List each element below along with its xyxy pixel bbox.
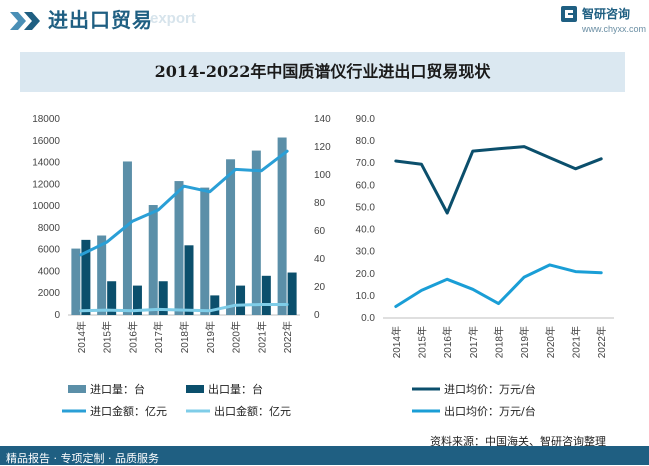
- right-chart-y-tick-label: 50.0: [356, 202, 376, 213]
- right-chart-y-tick-label: 40.0: [356, 225, 376, 236]
- left-y-tick-label: 14000: [32, 158, 60, 169]
- export-qty-bar: [132, 285, 142, 315]
- left-y-tick-label: 0: [54, 310, 60, 321]
- right-y-tick-label: 80: [314, 198, 326, 209]
- legend-export-avg-price-label: 出口均价：万元/台: [444, 404, 536, 418]
- right-chart-x-tick-label: 2014年: [390, 326, 403, 358]
- logo-name: 智研咨询: [582, 7, 631, 21]
- chevron-right-icon: [10, 12, 40, 30]
- import-qty-bar: [277, 137, 287, 315]
- left-y-tick-label: 8000: [38, 223, 61, 234]
- left-x-tick-label: 2017年: [152, 321, 165, 353]
- export-qty-bar: [184, 245, 194, 315]
- left-x-tick-label: 2014年: [75, 321, 88, 353]
- footer-slogan: 精品报告 · 专项定制 · 品质服务: [6, 452, 159, 465]
- legend-export-qty-label: 出口量：台: [208, 382, 263, 396]
- right-chart-x-tick-label: 2021年: [570, 326, 583, 358]
- export-qty-bar: [236, 285, 246, 315]
- left-y-tick-label: 6000: [38, 245, 61, 256]
- import-qty-bar: [251, 150, 261, 315]
- right-chart-y-tick-label: 60.0: [356, 180, 376, 191]
- import-amount-line: [79, 149, 289, 257]
- left-x-tick-label: 2022年: [281, 321, 294, 353]
- left-x-tick-label: 2019年: [204, 321, 217, 353]
- source-note: 资料来源：中国海关、智研咨询整理: [430, 435, 606, 448]
- left-y-tick-label: 12000: [32, 179, 60, 190]
- legend-import-qty-label: 进口量：台: [90, 382, 145, 396]
- footer-bar: [0, 446, 649, 465]
- right-chart-y-tick-label: 90.0: [356, 114, 376, 125]
- export-amount-line: [79, 303, 289, 313]
- left-y-tick-label: 4000: [38, 266, 61, 277]
- header-bar: 进出口贸易 export 智研咨询 www.chyxx.com: [0, 0, 649, 40]
- left-x-tick-label: 2020年: [230, 321, 243, 353]
- right-chart-x-tick-label: 2016年: [441, 326, 454, 358]
- export-avg-price-line: [394, 263, 603, 308]
- import-qty-bar: [97, 235, 107, 315]
- legend-import-amount-label: 进口金额：亿元: [90, 404, 167, 418]
- right-chart-y-tick-label: 70.0: [356, 158, 376, 169]
- left-y-tick-label: 18000: [32, 114, 60, 125]
- export-qty-bar: [261, 275, 271, 315]
- export-qty-bar: [210, 295, 220, 315]
- right-chart-x-tick-label: 2018年: [493, 326, 506, 358]
- chart-title-banner: 2014-2022年中国质谱仪行业进出口贸易现状: [20, 52, 625, 92]
- export-qty-bar: [287, 272, 297, 315]
- right-chart-x-tick-label: 2017年: [467, 326, 480, 358]
- import-qty-bar: [226, 159, 236, 315]
- import-qty-bar: [122, 161, 132, 315]
- left-y-tick-label: 16000: [32, 136, 60, 147]
- section-ghost-text: export: [150, 10, 196, 27]
- left-x-tick-label: 2015年: [101, 321, 114, 353]
- legend-export-qty-swatch: [186, 385, 204, 393]
- logo-url: www.chyxx.com: [582, 24, 647, 34]
- import-qty-bar: [71, 248, 81, 315]
- right-chart-x-tick-label: 2020年: [544, 326, 557, 358]
- left-x-tick-label: 2018年: [178, 321, 191, 353]
- right-y-tick-label: 40: [314, 254, 326, 265]
- right-chart-y-tick-label: 10.0: [356, 291, 376, 302]
- export-qty-bar: [107, 281, 117, 315]
- logo-icon: [561, 6, 577, 22]
- section-title: 进出口贸易: [48, 8, 153, 32]
- import-avg-price-line: [394, 145, 603, 215]
- right-chart-y-tick-label: 20.0: [356, 269, 376, 280]
- import-qty-bar: [200, 187, 210, 315]
- right-chart-y-tick-label: 0.0: [361, 313, 375, 324]
- left-y-tick-label: 2000: [38, 288, 61, 299]
- left-x-tick-label: 2016年: [126, 321, 139, 353]
- legend-export-amount-label: 出口金额：亿元: [214, 404, 291, 418]
- right-y-tick-label: 120: [314, 142, 331, 153]
- left-x-tick-label: 2021年: [255, 321, 268, 353]
- right-chart-x-tick-label: 2022年: [595, 326, 608, 358]
- right-y-tick-label: 60: [314, 226, 326, 237]
- import-qty-bar: [148, 205, 158, 315]
- right-chart-y-tick-label: 80.0: [356, 136, 376, 147]
- chart-title: 2014-2022年中国质谱仪行业进出口贸易现状: [154, 62, 491, 81]
- left-y-tick-label: 10000: [32, 201, 60, 212]
- right-chart-x-tick-label: 2015年: [416, 326, 429, 358]
- right-y-tick-label: 140: [314, 114, 331, 125]
- right-chart-x-tick-label: 2019年: [518, 326, 531, 358]
- right-y-tick-label: 0: [314, 310, 320, 321]
- export-qty-bar: [81, 239, 91, 315]
- right-y-tick-label: 100: [314, 170, 331, 181]
- import-qty-bar: [174, 181, 184, 315]
- legend-import-qty-swatch: [68, 385, 86, 393]
- export-qty-bar: [158, 281, 168, 315]
- right-y-tick-label: 20: [314, 282, 326, 293]
- right-chart-y-tick-label: 30.0: [356, 247, 376, 258]
- legend-import-avg-price-label: 进口均价：万元/台: [444, 382, 536, 396]
